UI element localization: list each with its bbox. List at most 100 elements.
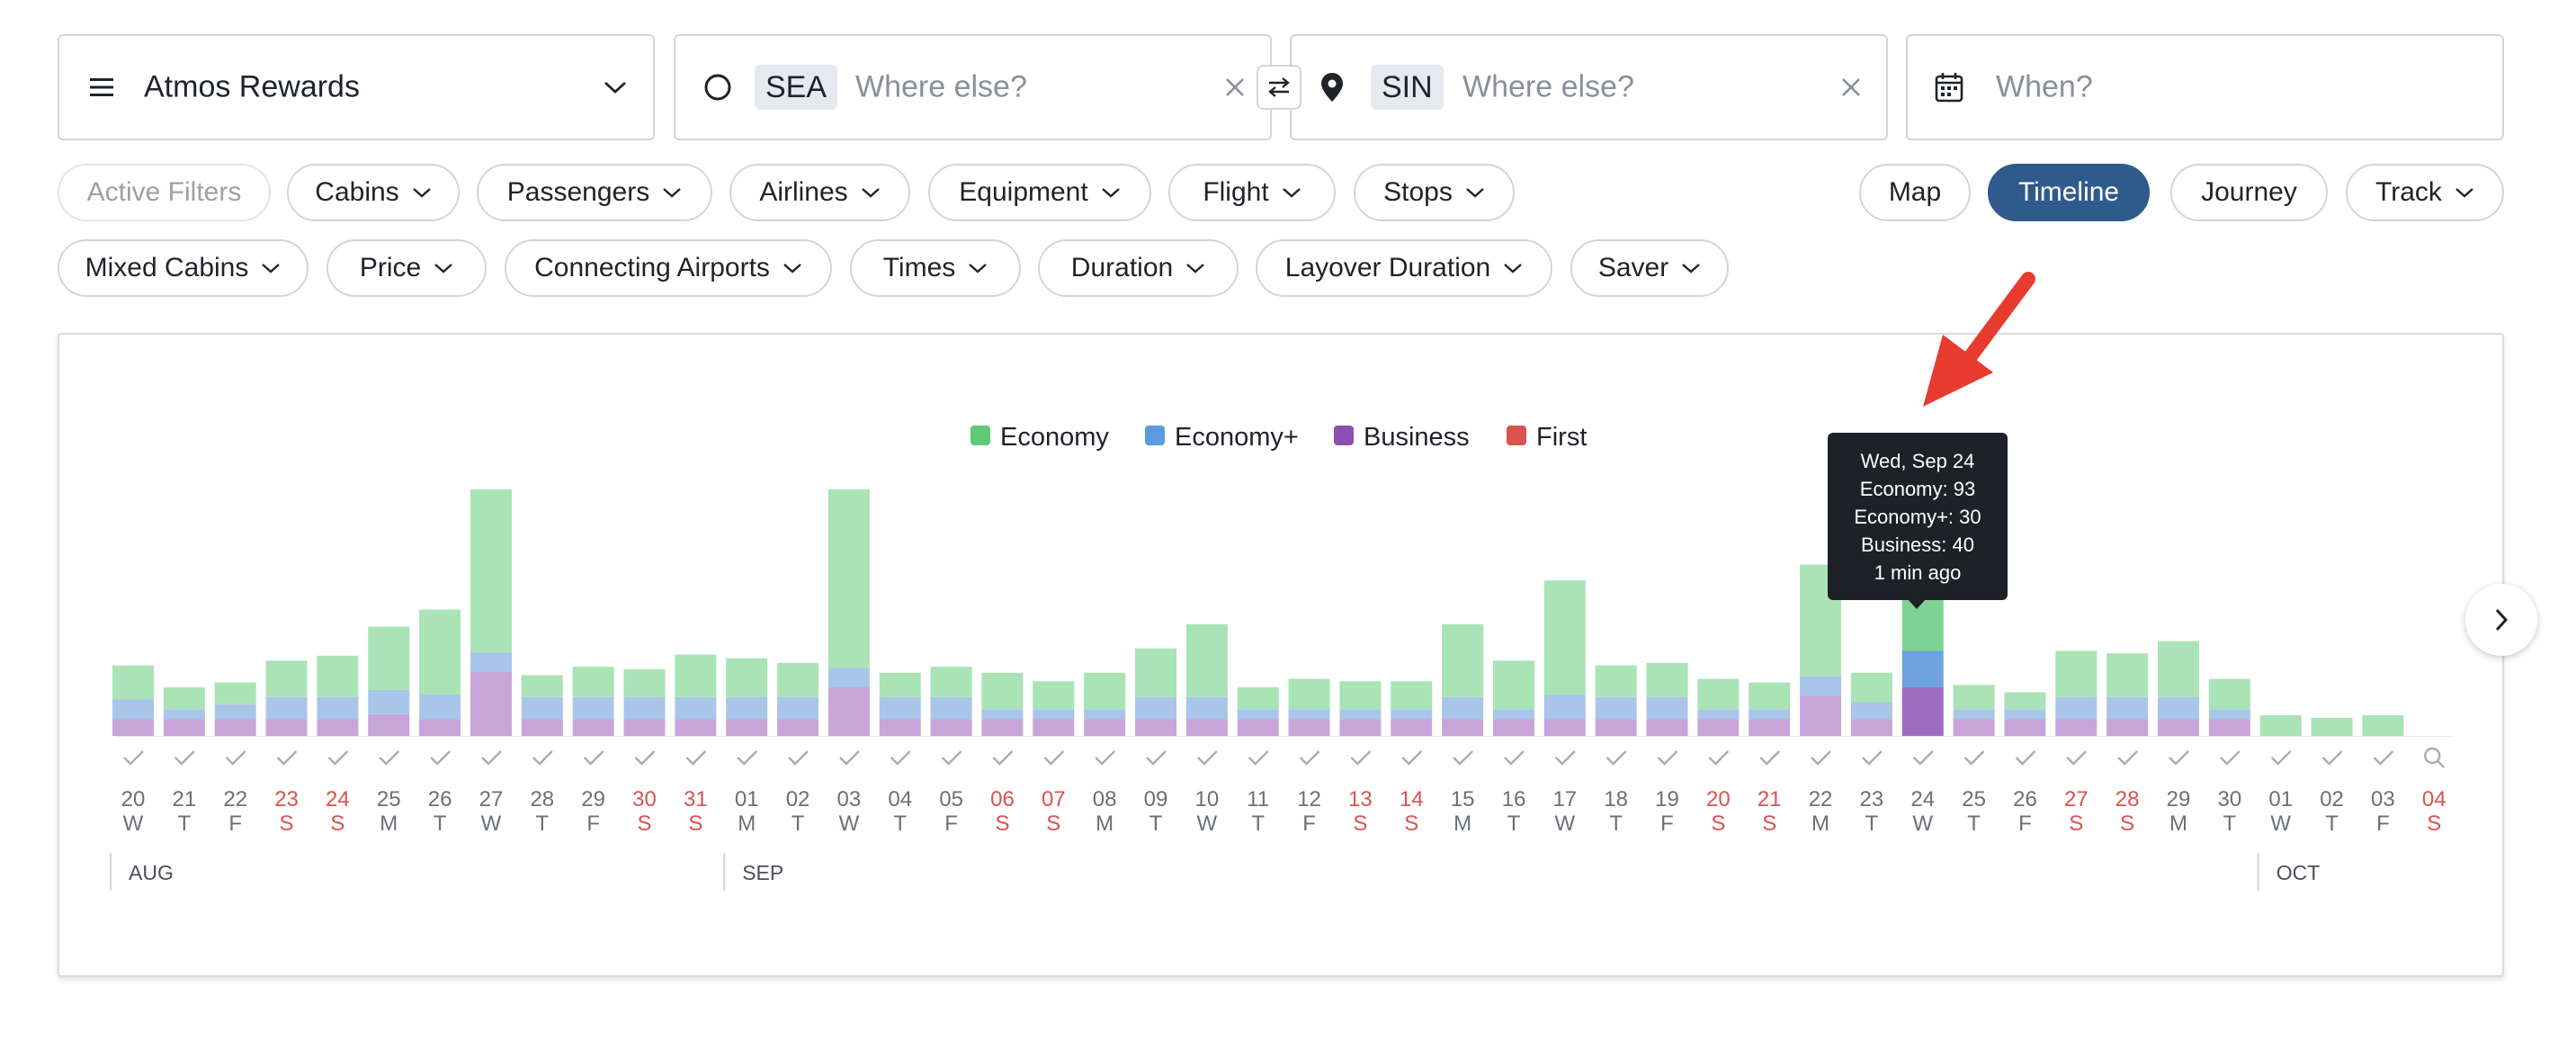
bar-economy-plus-25[interactable]: [1391, 709, 1433, 720]
bar-economy-29[interactable]: [1595, 665, 1637, 697]
bar-economy-44[interactable]: [2362, 715, 2404, 736]
date-day-label[interactable]: 16: [1502, 787, 1526, 811]
bar-economy-plus-14[interactable]: [827, 668, 870, 687]
bar-business-33[interactable]: [1800, 695, 1842, 736]
bar-business-8[interactable]: [521, 719, 563, 736]
price-filter[interactable]: Price: [326, 239, 487, 297]
bar-business-41[interactable]: [2208, 719, 2250, 736]
bar-economy-9[interactable]: [572, 667, 614, 697]
bar-business-16[interactable]: [930, 719, 972, 736]
bar-economy-plus-31[interactable]: [1697, 709, 1740, 720]
bar-economy-plus-32[interactable]: [1749, 709, 1791, 720]
origin-field[interactable]: SEA Where else?: [674, 34, 1272, 140]
cabins-filter[interactable]: Cabins: [287, 164, 460, 221]
bar-economy-plus-38[interactable]: [2055, 696, 2097, 720]
date-day-label[interactable]: 17: [1552, 787, 1577, 811]
passengers-filter[interactable]: Passengers: [477, 164, 712, 221]
bar-business-30[interactable]: [1646, 719, 1688, 736]
bar-economy-plus-17[interactable]: [981, 709, 1024, 720]
bar-economy-1[interactable]: [163, 687, 205, 710]
bar-business-0[interactable]: [112, 719, 154, 736]
date-day-label[interactable]: 28: [530, 787, 554, 811]
bar-economy-plus-10[interactable]: [623, 696, 666, 720]
timeline-view-button[interactable]: Timeline: [1988, 164, 2150, 221]
swap-airports-button[interactable]: [1257, 65, 1301, 110]
bar-economy-0[interactable]: [112, 665, 154, 700]
date-day-label[interactable]: 23: [1860, 787, 1884, 811]
equipment-filter[interactable]: Equipment: [928, 164, 1151, 221]
bar-economy-16[interactable]: [930, 667, 972, 697]
bar-economy-31[interactable]: [1697, 678, 1740, 710]
bar-economy-plus-1[interactable]: [163, 709, 205, 720]
destination-field[interactable]: SIN Where else?: [1290, 34, 1888, 140]
date-day-label[interactable]: 18: [1604, 787, 1628, 811]
legend-economy-plus[interactable]: Economy+: [1175, 423, 1299, 452]
date-day-label[interactable]: 24: [1910, 787, 1935, 811]
bar-economy-40[interactable]: [2158, 641, 2199, 697]
bar-business-37[interactable]: [2004, 719, 2046, 736]
bar-economy-plus-35[interactable]: [1901, 650, 1944, 688]
bar-business-34[interactable]: [1850, 719, 1892, 736]
date-day-label[interactable]: 21: [1758, 787, 1782, 811]
bar-economy-32[interactable]: [1749, 682, 1791, 710]
bar-economy-plus-34[interactable]: [1850, 702, 1892, 720]
bar-business-38[interactable]: [2055, 719, 2097, 736]
date-day-label[interactable]: 22: [223, 787, 247, 811]
bar-business-25[interactable]: [1391, 719, 1433, 736]
bar-economy-plus-21[interactable]: [1185, 696, 1228, 720]
bar-economy-plus-0[interactable]: [112, 699, 154, 720]
bar-economy-plus-9[interactable]: [572, 696, 614, 720]
bar-economy-24[interactable]: [1339, 681, 1382, 710]
clear-origin-icon[interactable]: [1223, 76, 1247, 99]
search-icon[interactable]: [2424, 747, 2441, 765]
bar-business-35[interactable]: [1901, 687, 1944, 736]
bar-economy-plus-6[interactable]: [419, 695, 461, 720]
destination-code-chip[interactable]: SIN: [1371, 65, 1444, 110]
bar-business-1[interactable]: [163, 719, 205, 736]
date-day-label[interactable]: 27: [479, 787, 504, 811]
date-day-label[interactable]: 08: [1093, 787, 1117, 811]
bar-business-27[interactable]: [1492, 719, 1534, 736]
date-day-label[interactable]: 02: [786, 787, 810, 811]
bar-business-14[interactable]: [827, 687, 870, 736]
bar-business-18[interactable]: [1033, 719, 1075, 736]
bar-economy-plus-15[interactable]: [879, 696, 921, 720]
saver-filter[interactable]: Saver: [1570, 239, 1729, 297]
date-day-label[interactable]: 12: [1297, 787, 1321, 811]
bar-economy-plus-16[interactable]: [930, 696, 972, 720]
bar-economy-38[interactable]: [2055, 650, 2097, 697]
legend-economy[interactable]: Economy: [1000, 423, 1109, 452]
bar-business-20[interactable]: [1135, 719, 1176, 736]
date-day-label[interactable]: 31: [684, 787, 708, 811]
bar-economy-12[interactable]: [726, 658, 768, 697]
date-day-label[interactable]: 30: [632, 787, 657, 811]
date-day-label[interactable]: 24: [326, 787, 350, 811]
bar-economy-plus-7[interactable]: [470, 651, 512, 672]
bar-economy-5[interactable]: [368, 626, 410, 690]
bar-business-3[interactable]: [265, 719, 308, 736]
connecting-airports-filter[interactable]: Connecting Airports: [505, 239, 832, 297]
bar-economy-3[interactable]: [265, 660, 308, 697]
bar-economy-plus-36[interactable]: [1953, 709, 1995, 720]
bar-economy-plus-33[interactable]: [1800, 676, 1842, 696]
bar-business-12[interactable]: [726, 719, 768, 736]
date-day-label[interactable]: 10: [1194, 787, 1219, 811]
date-day-label[interactable]: 21: [172, 787, 196, 811]
bar-economy-19[interactable]: [1084, 672, 1126, 710]
bar-economy-plus-41[interactable]: [2208, 709, 2250, 720]
bar-business-7[interactable]: [470, 671, 512, 736]
date-day-label[interactable]: 07: [1042, 787, 1066, 811]
date-day-label[interactable]: 27: [2064, 787, 2089, 811]
mixed-cabins-filter[interactable]: Mixed Cabins: [58, 239, 309, 297]
bar-economy-plus-39[interactable]: [2106, 696, 2149, 720]
date-day-label[interactable]: 22: [1809, 787, 1833, 811]
track-view-button[interactable]: Track: [2346, 164, 2504, 221]
bar-business-21[interactable]: [1185, 719, 1228, 736]
bar-economy-plus-27[interactable]: [1492, 709, 1534, 720]
bar-economy-25[interactable]: [1391, 681, 1433, 710]
bar-economy-10[interactable]: [623, 668, 666, 697]
bar-business-2[interactable]: [214, 719, 256, 736]
bar-economy-34[interactable]: [1850, 672, 1892, 703]
date-day-label[interactable]: 19: [1655, 787, 1679, 811]
airlines-filter[interactable]: Airlines: [729, 164, 910, 221]
